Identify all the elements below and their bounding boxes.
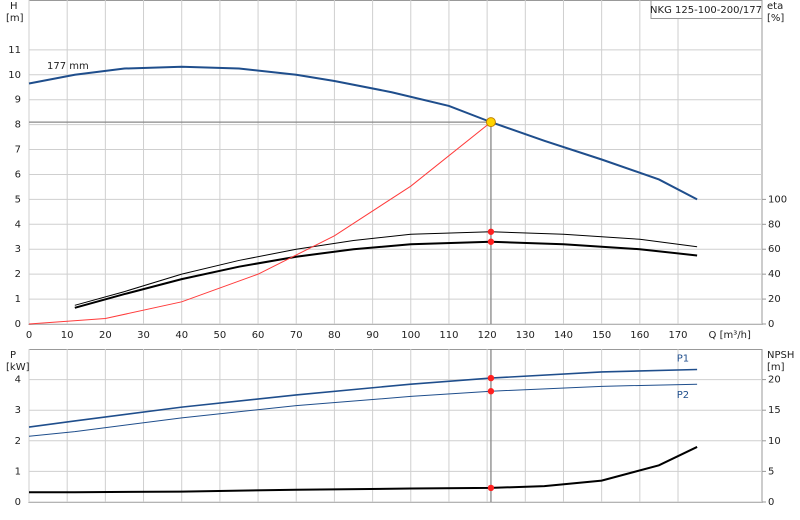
y-tick-label: 2: [15, 269, 21, 280]
x-tick-label: 80: [328, 330, 341, 341]
y-tick-label: 8: [15, 120, 21, 131]
duty-point: [487, 374, 495, 382]
x-tick-label: 30: [137, 330, 150, 341]
x-tick-label: 160: [630, 330, 649, 341]
duty-point: [487, 228, 495, 235]
y-tick-label: 10: [8, 70, 21, 81]
curve: [74, 240, 698, 309]
y-tick-label: 7: [15, 145, 21, 156]
curve: [28, 121, 492, 325]
x-tick-label: 0: [26, 330, 32, 341]
y-tick-label: 11: [8, 45, 21, 56]
curve-annotation: 177 mm: [47, 61, 89, 72]
y2-tick-label: 100: [768, 194, 787, 205]
y2-tick-label: 0: [768, 319, 774, 330]
x-tick-label: 170: [668, 330, 687, 341]
duty-point: [487, 238, 495, 245]
x-tick-label: 70: [290, 330, 303, 341]
title-box: [650, 0, 763, 19]
chart-title: NKG 125-100-200/177: [650, 5, 762, 16]
plot-frame: [28, 0, 763, 325]
duty-point: [487, 388, 495, 395]
y2-axis-unit: [m]: [767, 362, 785, 373]
curve-label: P1: [677, 354, 689, 365]
y2-axis-unit: [%]: [767, 13, 784, 24]
y2-tick-label: 20: [768, 294, 781, 305]
x-tick-label: 130: [516, 330, 535, 341]
y-tick-label: 2: [15, 436, 21, 447]
y2-tick-label: 60: [768, 244, 781, 255]
curve-label: P2: [677, 390, 689, 401]
y-axis-label: P: [10, 350, 16, 361]
x-tick-label: 10: [61, 330, 74, 341]
y2-axis-label: eta: [767, 1, 783, 12]
x-tick-label: 20: [99, 330, 112, 341]
y2-tick-label: 0: [768, 497, 774, 508]
y-tick-label: 5: [15, 194, 21, 205]
y-axis-label: H: [10, 1, 18, 12]
operating-point: [485, 117, 496, 128]
curve: [29, 446, 698, 494]
y2-tick-label: 10: [768, 436, 781, 447]
y-axis-unit: [kW]: [6, 362, 30, 373]
x-tick-label: 50: [214, 330, 227, 341]
y-tick-label: 3: [15, 405, 21, 416]
y-tick-label: 9: [15, 95, 21, 106]
x-tick-label: 110: [439, 330, 458, 341]
y-tick-label: 6: [15, 169, 21, 180]
y2-tick-label: 5: [768, 466, 774, 477]
curve: [28, 368, 698, 428]
y2-tick-label: 40: [768, 269, 781, 280]
x-tick-label: 90: [366, 330, 379, 341]
y2-tick-label: 80: [768, 219, 781, 230]
y-tick-label: 0: [15, 319, 21, 330]
x-axis-label: Q [m³/h]: [709, 330, 751, 341]
y2-tick-label: 15: [768, 405, 781, 416]
x-tick-label: 140: [554, 330, 573, 341]
y-tick-label: 3: [15, 244, 21, 255]
x-tick-label: 100: [401, 330, 420, 341]
x-tick-label: 40: [175, 330, 188, 341]
plot-frame: [28, 349, 763, 503]
y-tick-label: 1: [15, 466, 21, 477]
y-axis-unit: [m]: [6, 13, 24, 24]
y2-tick-label: 20: [768, 375, 781, 386]
y2-axis-label: NPSH: [767, 350, 794, 361]
curve: [28, 383, 698, 437]
y-tick-label: 1: [15, 294, 21, 305]
y-tick-label: 0: [15, 497, 21, 508]
curve: [28, 65, 698, 201]
duty-point: [487, 484, 495, 492]
y-tick-label: 4: [15, 375, 21, 386]
x-tick-label: 150: [592, 330, 611, 341]
curve: [74, 231, 698, 306]
x-tick-label: 60: [252, 330, 265, 341]
x-tick-label: 120: [478, 330, 497, 341]
y-tick-label: 4: [15, 219, 21, 230]
